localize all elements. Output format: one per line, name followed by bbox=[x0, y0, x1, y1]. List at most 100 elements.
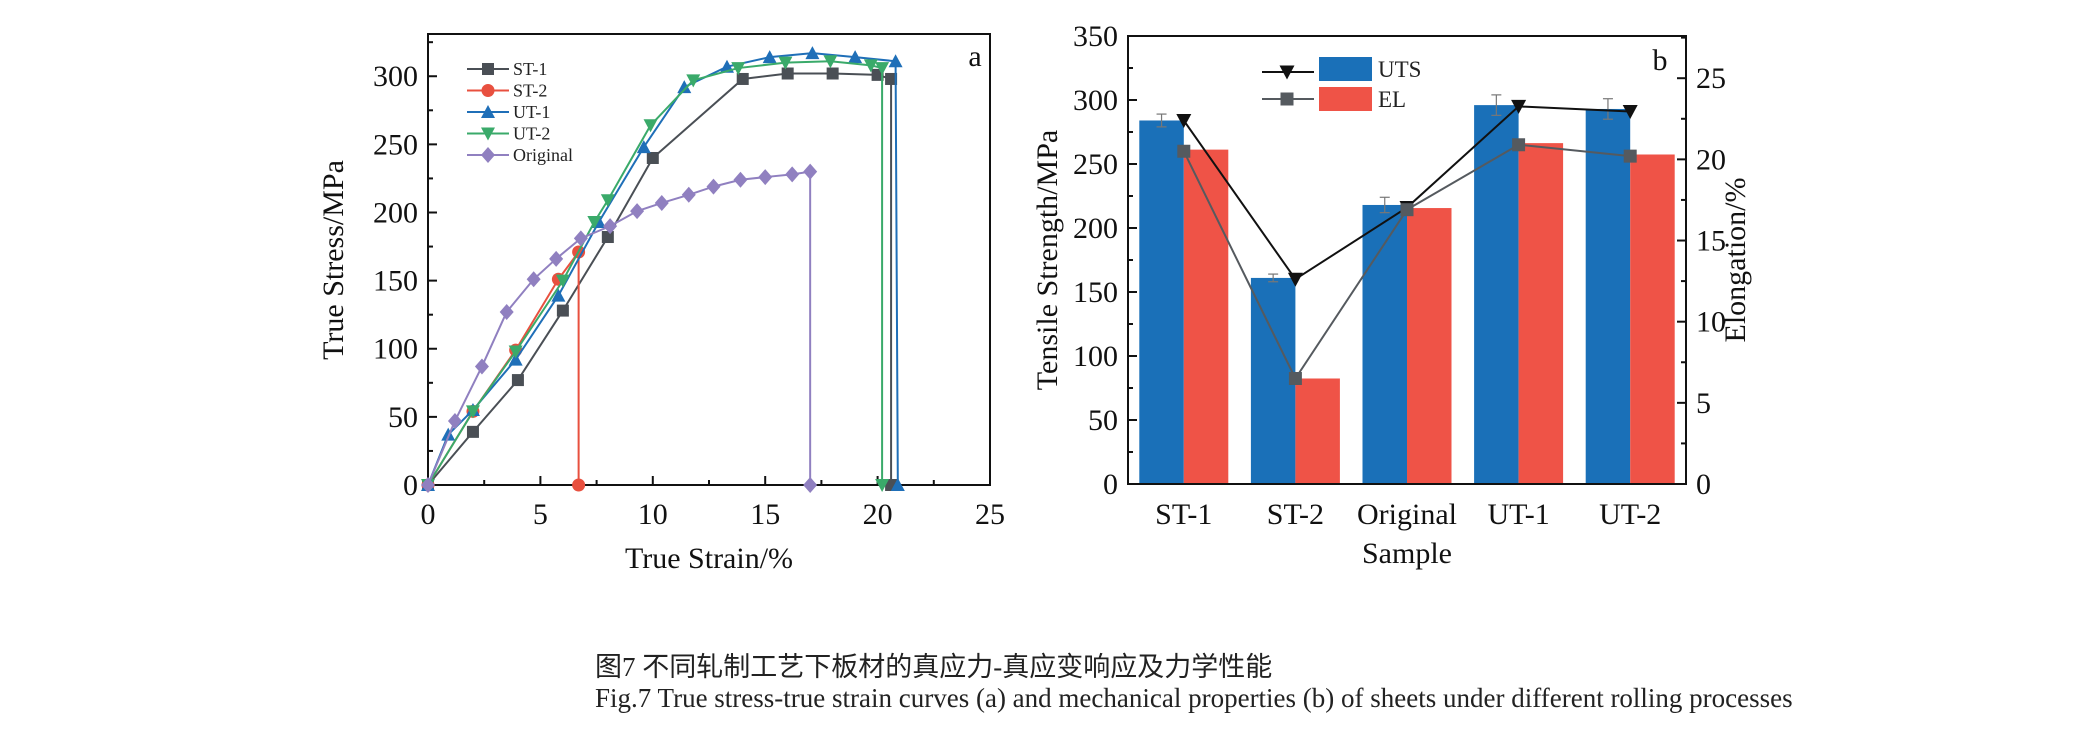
series-original-point bbox=[654, 194, 669, 211]
series-ut-2-point bbox=[875, 62, 890, 76]
series-original bbox=[421, 163, 818, 493]
legend-label: UT-2 bbox=[513, 124, 550, 144]
series-original-point bbox=[499, 303, 514, 320]
x-tick-label: 20 bbox=[863, 498, 893, 531]
legend-label: UT-1 bbox=[513, 102, 550, 122]
legend-swatch bbox=[1319, 87, 1372, 111]
uts-line-point bbox=[1176, 113, 1192, 128]
series-st-1-point bbox=[556, 304, 569, 317]
x-tick-label: 15 bbox=[750, 498, 780, 531]
el-line-point bbox=[1177, 144, 1191, 158]
el-bar bbox=[1295, 378, 1340, 484]
left-y-tick-label: 100 bbox=[1073, 340, 1118, 373]
series-original-point bbox=[549, 250, 564, 267]
el-line-point bbox=[1288, 371, 1302, 385]
x-tick-label: 5 bbox=[533, 498, 548, 531]
series-st-1 bbox=[422, 67, 898, 491]
panel-a-x-tick-labels: 0 5 10 15 20 25 bbox=[421, 498, 1006, 531]
series-original-point bbox=[573, 230, 588, 247]
legend-entry: UTS bbox=[1262, 57, 1421, 82]
uts-bar bbox=[1474, 105, 1519, 485]
legend-marker bbox=[1280, 92, 1294, 106]
series-original-point bbox=[603, 218, 618, 235]
x-tick-label: 0 bbox=[421, 498, 436, 531]
legend-marker bbox=[481, 127, 495, 141]
panel-b-lines bbox=[1176, 99, 1638, 385]
series-original-point bbox=[421, 477, 435, 493]
series-ut-2-point bbox=[875, 479, 890, 492]
legend-entry: ST-2 bbox=[467, 81, 547, 101]
uts-bar bbox=[1250, 277, 1296, 484]
figure-caption-chinese: 图7 不同轧制工艺下板材的真应力-真应变响应及力学性能 bbox=[595, 652, 1273, 682]
y-tick-label: 50 bbox=[388, 401, 418, 434]
category-label: ST-2 bbox=[1267, 498, 1324, 531]
panel-a-label: a bbox=[968, 40, 981, 73]
legend-swatch bbox=[1319, 57, 1372, 81]
series-ut-1-point bbox=[441, 427, 456, 441]
category-label: ST-1 bbox=[1155, 498, 1212, 531]
series-ut-2-point bbox=[863, 59, 878, 73]
panel-a-series bbox=[421, 46, 905, 493]
series-ut-2-point bbox=[778, 56, 793, 70]
y-tick-label: 250 bbox=[373, 128, 418, 161]
series-st-1-line bbox=[427, 72, 893, 486]
series-ut-1-point bbox=[888, 54, 903, 68]
y-tick-label: 200 bbox=[373, 196, 418, 229]
x-tick-label: 10 bbox=[638, 498, 668, 531]
series-ut-2-point bbox=[731, 62, 746, 76]
series-ut-1-point bbox=[551, 288, 566, 302]
panel-b-left-y-tick-labels: 0 50 100 150 200 250 300 350 bbox=[1073, 20, 1118, 501]
uts-line-point bbox=[1622, 105, 1638, 120]
left-y-tick-label: 350 bbox=[1073, 20, 1118, 53]
legend-entry: ST-1 bbox=[467, 59, 547, 79]
panel-a-y-tick-labels: 0 50 100 150 200 250 300 bbox=[373, 60, 418, 502]
series-ut-1-line bbox=[427, 52, 899, 486]
uts-bar bbox=[1585, 108, 1631, 485]
series-ut-1-point bbox=[805, 46, 820, 60]
right-y-tick-label: 20 bbox=[1696, 143, 1726, 176]
right-y-tick-label: 10 bbox=[1696, 306, 1726, 339]
series-ut-2-point bbox=[587, 216, 602, 230]
y-tick-label: 0 bbox=[403, 469, 418, 502]
left-y-tick-label: 300 bbox=[1073, 84, 1118, 117]
series-original-point bbox=[630, 203, 645, 220]
panel-b-axis-ticks bbox=[1128, 35, 1686, 485]
series-st-1-point bbox=[646, 151, 659, 164]
legend-label: ST-2 bbox=[513, 81, 547, 101]
series-ut-1-point bbox=[636, 140, 651, 154]
left-y-tick-label: 200 bbox=[1073, 212, 1118, 245]
panel-b-left-y-axis-label: Tensile Strength/MPa bbox=[1031, 130, 1064, 390]
series-st-1-point bbox=[781, 67, 794, 80]
y-tick-label: 300 bbox=[373, 60, 418, 93]
x-tick-label: 25 bbox=[975, 498, 1005, 531]
figure-caption-english: Fig.7 True stress-true strain curves (a)… bbox=[595, 683, 1793, 713]
series-original-point bbox=[733, 171, 748, 188]
legend-entry: EL bbox=[1262, 87, 1406, 112]
series-ut-2-point bbox=[686, 74, 701, 88]
uts-error-bar bbox=[1602, 98, 1613, 120]
panel-b-category-labels: ST-1 ST-2 Original UT-1 UT-2 bbox=[1155, 498, 1661, 531]
series-ut-2-point bbox=[508, 345, 523, 359]
series-original-point bbox=[785, 166, 800, 183]
legend-marker bbox=[482, 63, 494, 75]
legend-entry: UT-1 bbox=[467, 102, 550, 122]
series-ut-1-point bbox=[508, 352, 523, 366]
y-tick-label: 100 bbox=[373, 333, 418, 366]
legend-entry: Original bbox=[467, 145, 573, 165]
el-bar bbox=[1407, 208, 1452, 484]
legend-marker bbox=[481, 105, 495, 118]
panel-a-x-axis-label: True Strain/% bbox=[625, 542, 793, 575]
uts-error-bar bbox=[1156, 113, 1167, 128]
series-original-point bbox=[706, 178, 721, 195]
panel-b-legend: UTS EL bbox=[1262, 57, 1421, 112]
series-st-2-point bbox=[572, 478, 586, 492]
el-bar bbox=[1630, 154, 1675, 485]
legend-marker bbox=[481, 147, 495, 163]
series-st-1-point bbox=[885, 72, 898, 85]
category-label: Original bbox=[1357, 498, 1457, 531]
category-label: UT-1 bbox=[1487, 498, 1549, 531]
series-ut-1-point bbox=[890, 478, 905, 491]
